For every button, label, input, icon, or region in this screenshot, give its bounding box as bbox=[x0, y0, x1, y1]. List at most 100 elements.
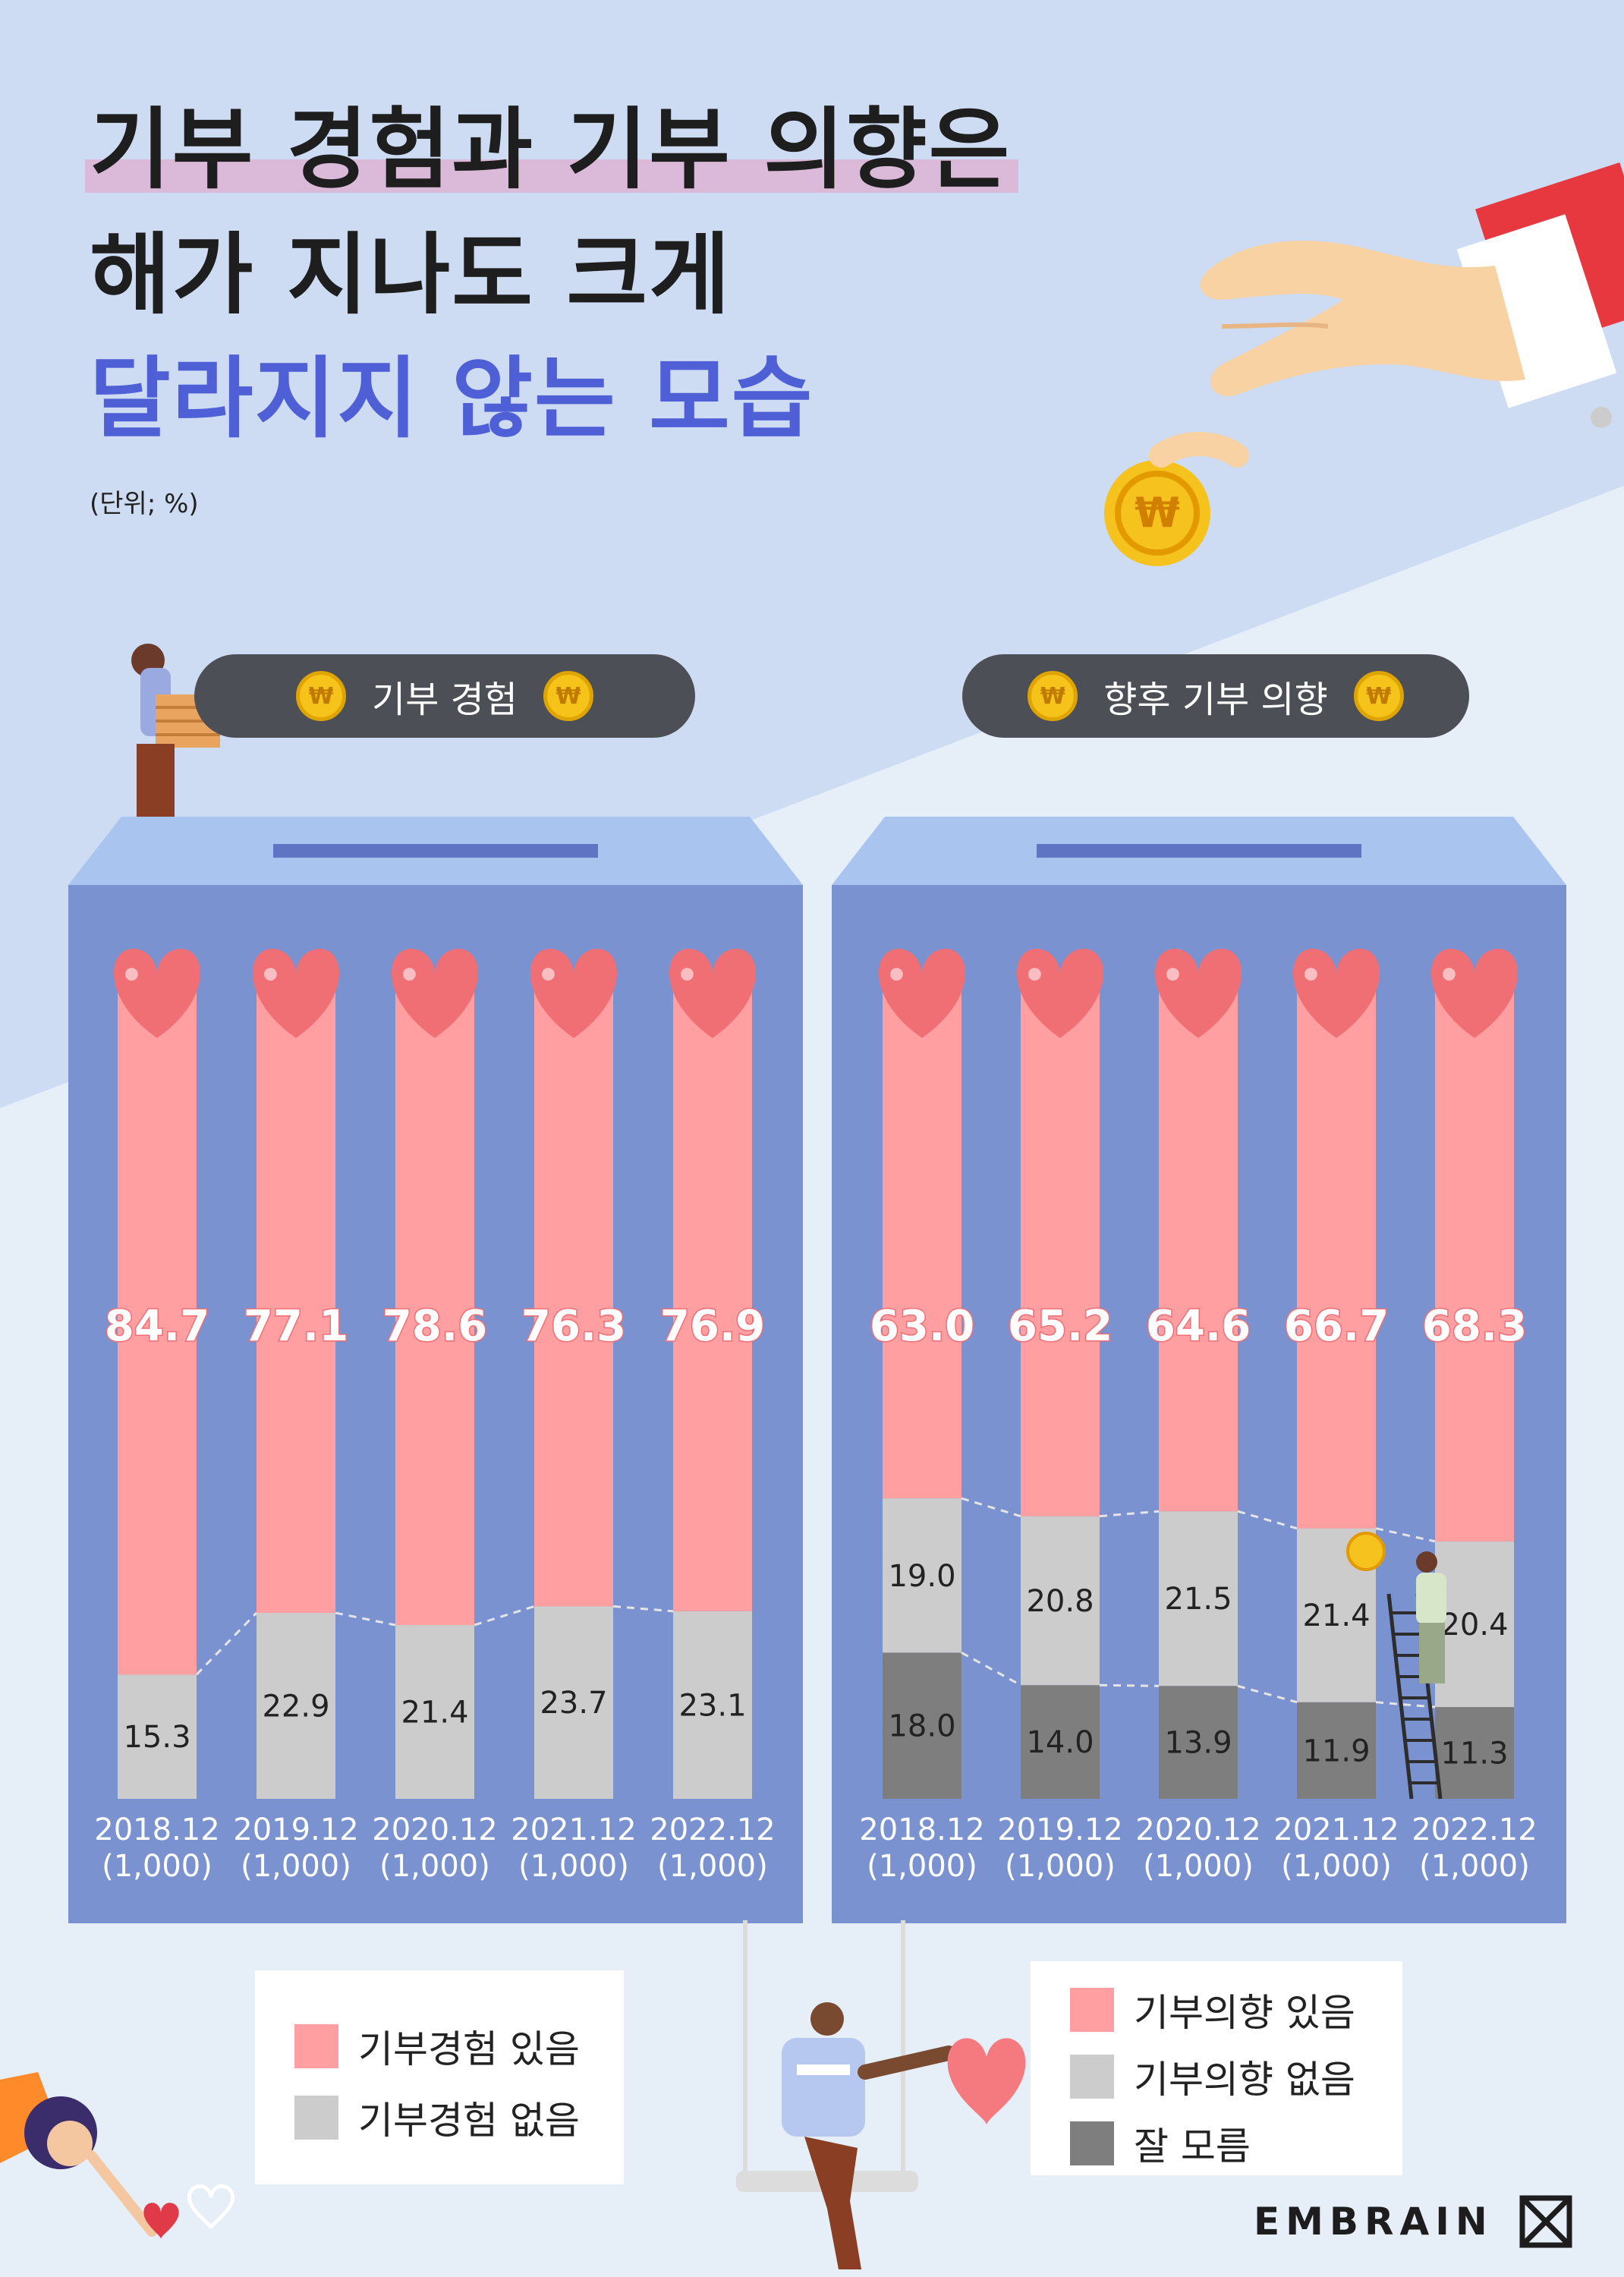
bar-segment-잘 모름 bbox=[1159, 1686, 1238, 1799]
data-label-positive: 76.9 bbox=[660, 1302, 765, 1351]
legend-label: 기부경험 있음 bbox=[358, 2027, 580, 2071]
heart-shine bbox=[890, 968, 903, 981]
legend-label: 잘 모름 bbox=[1134, 2124, 1251, 2168]
data-label-positive: 66.7 bbox=[1284, 1302, 1389, 1351]
coin-symbol: ₩ bbox=[555, 682, 581, 710]
bar-segment-기부경험 없음 bbox=[395, 1625, 474, 1799]
heart-icon bbox=[947, 2038, 1026, 2125]
data-label-positive: 77.1 bbox=[244, 1302, 348, 1351]
data-label: 11.9 bbox=[1302, 1734, 1370, 1768]
data-label: 22.9 bbox=[262, 1689, 329, 1724]
data-label: 14.0 bbox=[1026, 1725, 1094, 1760]
section-title-right: 향후 기부 의향 bbox=[1103, 679, 1328, 721]
legend-item-experience-no: 기부경험 없음 bbox=[294, 2090, 580, 2145]
x-tick-label: 2021.12 bbox=[511, 1812, 636, 1847]
data-label-positive: 65.2 bbox=[1008, 1302, 1113, 1351]
data-label: 13.9 bbox=[1164, 1726, 1232, 1761]
x-tick-sample-size: (1,000) bbox=[379, 1849, 490, 1884]
bar-segment-기부의향 없음 bbox=[1435, 1541, 1514, 1708]
bar-segment-기부경험 없음 bbox=[257, 1612, 335, 1799]
legend-item-experience-yes: 기부경험 있음 bbox=[294, 2019, 580, 2074]
data-label-positive: 76.3 bbox=[521, 1302, 626, 1351]
legend-swatch bbox=[1070, 2121, 1114, 2165]
bar-segment-기부의향 있음 bbox=[1297, 987, 1376, 1529]
x-tick-label: 2022.12 bbox=[650, 1812, 775, 1847]
legend-item-intent-yes: 기부의향 있음 bbox=[1070, 1983, 1355, 2037]
legend-swatch bbox=[1070, 2055, 1114, 2099]
data-label-positive: 63.0 bbox=[870, 1302, 974, 1351]
x-tick-sample-size: (1,000) bbox=[518, 1849, 629, 1884]
title-highlight bbox=[85, 159, 1018, 193]
coin-icon bbox=[1346, 1532, 1386, 1571]
data-label: 11.3 bbox=[1440, 1737, 1508, 1772]
x-tick-label: 2018.12 bbox=[859, 1812, 984, 1847]
data-label: 21.4 bbox=[1302, 1598, 1370, 1633]
legend-label: 기부의향 있음 bbox=[1134, 1991, 1355, 2035]
brand-logo-icon bbox=[1519, 2195, 1572, 2248]
bar-segment-기부경험 있음 bbox=[118, 987, 197, 1675]
heart-shine bbox=[1166, 968, 1179, 981]
data-label: 20.4 bbox=[1440, 1608, 1508, 1642]
x-tick-label: 2019.12 bbox=[233, 1812, 358, 1847]
x-tick-label: 2020.12 bbox=[372, 1812, 497, 1847]
title-line-2: 해가 지나도 크게 bbox=[90, 224, 732, 326]
bar-segment-기부경험 있음 bbox=[534, 987, 613, 1607]
heart-shine bbox=[542, 968, 555, 981]
x-tick-label: 2022.12 bbox=[1412, 1812, 1537, 1847]
bar-segment-잘 모름 bbox=[883, 1652, 961, 1799]
coin-symbol-text: ₩ bbox=[1135, 489, 1180, 537]
bar-segment-기부경험 없음 bbox=[534, 1606, 613, 1799]
legend-label: 기부경험 없음 bbox=[358, 2099, 580, 2143]
bar-segment-잘 모름 bbox=[1435, 1707, 1514, 1799]
legend-swatch bbox=[1070, 1988, 1114, 2032]
heart-outline-icon bbox=[187, 2184, 234, 2229]
bar-segment-잘 모름 bbox=[1021, 1685, 1100, 1799]
data-label: 23.7 bbox=[540, 1686, 607, 1721]
legend-swatch bbox=[294, 2096, 338, 2140]
x-tick-label: 2021.12 bbox=[1273, 1812, 1399, 1847]
bar-segment-기부경험 있음 bbox=[673, 987, 752, 1611]
x-tick-sample-size: (1,000) bbox=[241, 1849, 351, 1884]
climber-head bbox=[1416, 1551, 1437, 1573]
bar-segment-기부의향 있음 bbox=[883, 987, 961, 1499]
coin-icon: ₩ bbox=[1028, 671, 1078, 721]
donation-box-slot bbox=[1037, 844, 1361, 858]
coin-icon: ₩ bbox=[296, 671, 347, 721]
donation-box-slot bbox=[273, 844, 598, 858]
section-pill-future-donation-intent: ₩ 향후 기부 의향 ₩ bbox=[962, 654, 1469, 738]
heart-shine bbox=[1305, 968, 1317, 981]
heart-shine bbox=[264, 968, 277, 981]
bar-segment-기부경험 있음 bbox=[257, 987, 335, 1613]
data-label-positive: 68.3 bbox=[1422, 1302, 1527, 1351]
brand-logo-text: EMBRAIN bbox=[1254, 2200, 1493, 2244]
section-title-left: 기부 경험 bbox=[372, 679, 518, 721]
data-label: 20.8 bbox=[1026, 1584, 1094, 1619]
heart-shine bbox=[1443, 968, 1456, 981]
bar-segment-기부경험 없음 bbox=[673, 1611, 752, 1799]
legend-right: 기부의향 있음 기부의향 없음 잘 모름 bbox=[1031, 1961, 1402, 2175]
bar-segment-기부의향 없음 bbox=[1159, 1511, 1238, 1686]
x-tick-sample-size: (1,000) bbox=[657, 1849, 768, 1884]
x-tick-label: 2020.12 bbox=[1135, 1812, 1260, 1847]
legend-label: 기부의향 없음 bbox=[1134, 2058, 1355, 2102]
woman-with-hearts-illustration bbox=[0, 2072, 234, 2239]
x-tick-label: 2018.12 bbox=[94, 1812, 219, 1847]
heart-shine bbox=[681, 968, 694, 981]
bar-segment-기부경험 없음 bbox=[118, 1674, 197, 1799]
bar-segment-기부경험 있음 bbox=[395, 987, 474, 1626]
data-label: 23.1 bbox=[678, 1688, 746, 1723]
hand-with-coin-illustration: ₩ bbox=[1104, 162, 1624, 566]
data-label: 19.0 bbox=[888, 1559, 955, 1594]
unit-label: (단위; %) bbox=[90, 489, 199, 519]
heart-icon bbox=[143, 2203, 179, 2239]
bar-segment-기부의향 있음 bbox=[1159, 987, 1238, 1512]
data-label-positive: 78.6 bbox=[382, 1302, 487, 1351]
x-tick-sample-size: (1,000) bbox=[1143, 1849, 1254, 1884]
data-label: 21.4 bbox=[401, 1696, 468, 1731]
data-label: 21.5 bbox=[1164, 1582, 1232, 1617]
x-tick-sample-size: (1,000) bbox=[102, 1849, 212, 1884]
coin-icon: ₩ bbox=[543, 671, 593, 721]
coin-symbol: ₩ bbox=[1040, 682, 1065, 710]
data-label-positive: 64.6 bbox=[1146, 1302, 1251, 1351]
